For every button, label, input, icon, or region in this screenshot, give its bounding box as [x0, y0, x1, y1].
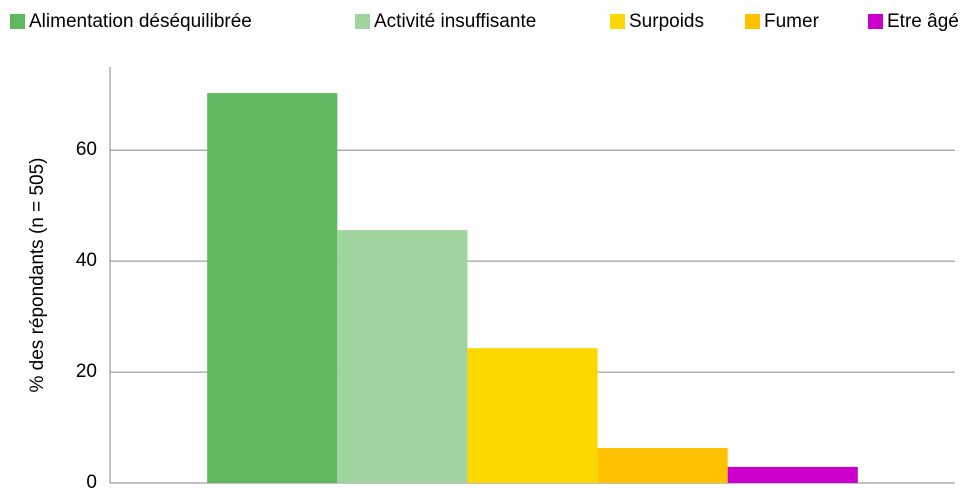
y-tick-label: 60: [76, 139, 97, 160]
bar: [597, 448, 728, 483]
bar: [467, 348, 598, 483]
legend-swatch: [610, 14, 625, 29]
legend-label: Alimentation déséquilibrée: [29, 11, 252, 32]
legend-label: Fumer: [764, 11, 820, 32]
y-tick-label: 20: [76, 361, 97, 382]
legend-swatch: [868, 14, 883, 29]
y-tick-label: 40: [76, 250, 97, 271]
bar: [207, 93, 338, 483]
legend-label: Activité insuffisante: [374, 11, 536, 32]
legend-swatch: [10, 14, 25, 29]
y-axis-label: % des répondants (n = 505): [27, 157, 48, 392]
legend-label: Surpoids: [629, 11, 704, 32]
legend-swatch: [355, 14, 370, 29]
legend-swatch: [745, 14, 760, 29]
legend-label: Etre âgé: [887, 11, 959, 32]
bar: [727, 466, 858, 483]
bar: [337, 230, 468, 483]
y-tick-label: 0: [86, 472, 97, 488]
